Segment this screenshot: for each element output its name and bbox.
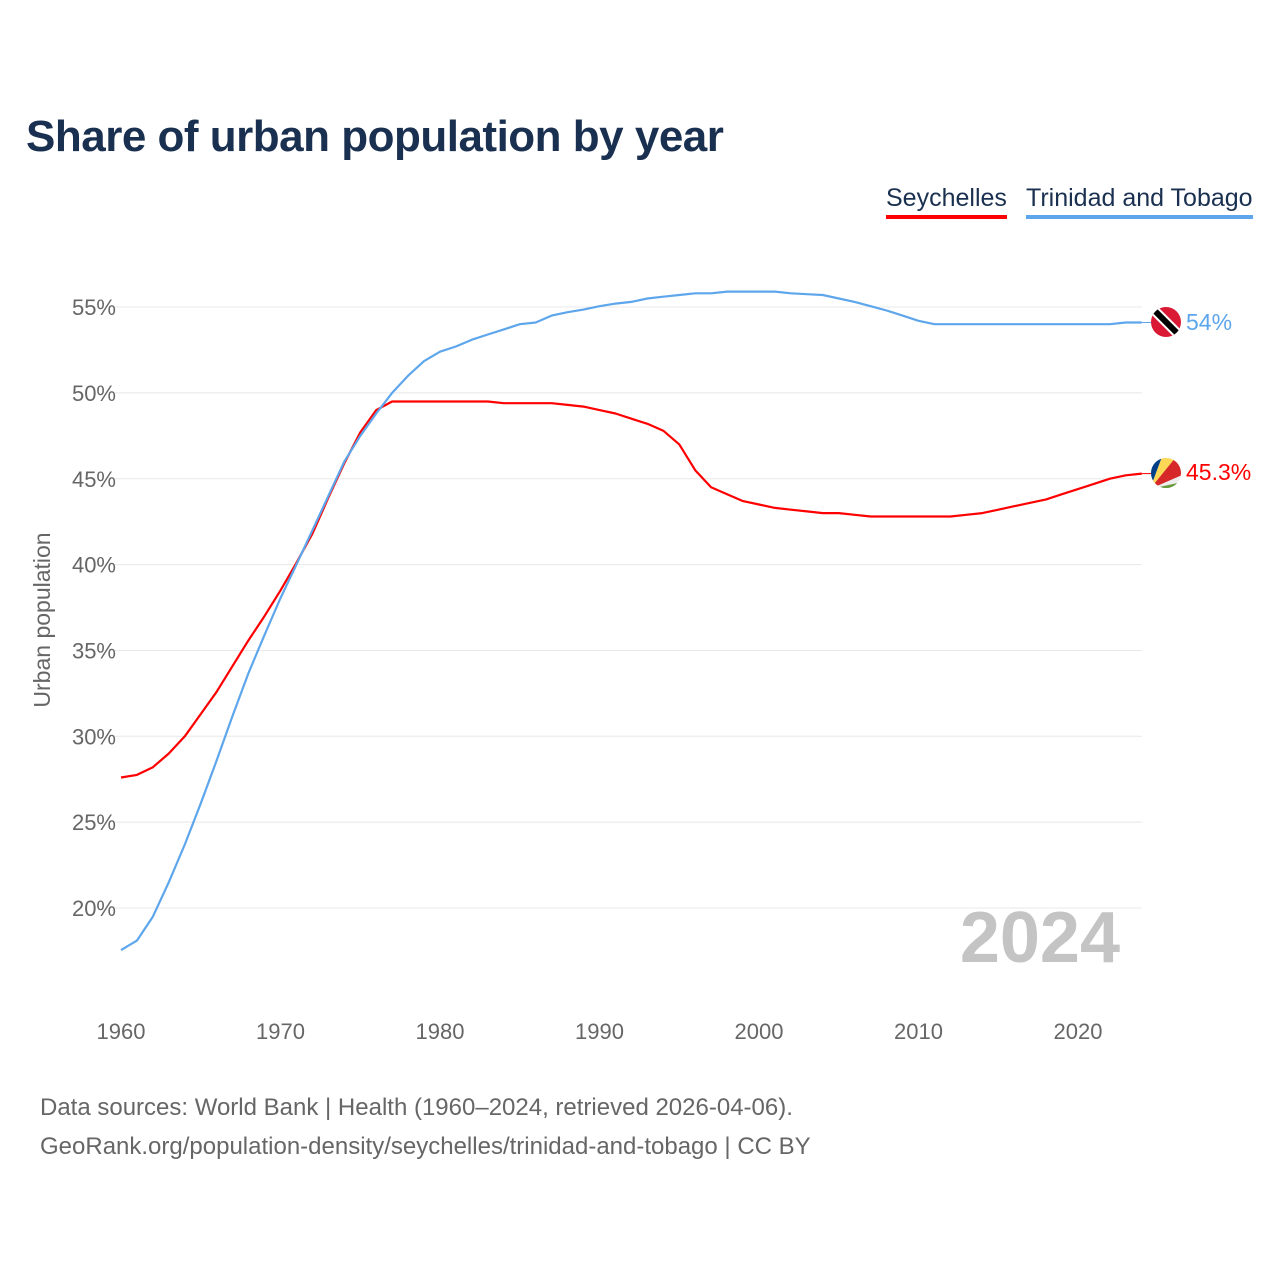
y-tick-label: 35% — [72, 638, 116, 663]
source-line-1: Data sources: World Bank | Health (1960–… — [40, 1094, 793, 1121]
x-tick-label: 1990 — [575, 1019, 624, 1044]
end-label-seychelles: 45.3% — [1186, 459, 1251, 485]
x-tick-label: 2000 — [735, 1019, 784, 1044]
legend-seychelles[interactable]: Seychelles — [886, 184, 1007, 219]
x-tick-label: 2010 — [894, 1019, 943, 1044]
y-tick-label: 40% — [72, 553, 116, 578]
y-tick-label: 25% — [72, 810, 116, 835]
legend-trinidad-and-tobago[interactable]: Trinidad and Tobago — [1026, 184, 1253, 219]
x-tick-label: 2020 — [1054, 1019, 1103, 1044]
y-tick-label: 50% — [72, 381, 116, 406]
y-tick-label: 45% — [72, 467, 116, 492]
seychelles-flag-icon — [1151, 458, 1181, 488]
end-label-trinidad: 54% — [1186, 309, 1232, 335]
year-watermark: 2024 — [960, 898, 1120, 978]
x-tick-label: 1980 — [416, 1019, 465, 1044]
y-tick-label: 20% — [72, 896, 116, 921]
trinidad-flag-icon — [1151, 307, 1181, 337]
series-line-seychelles[interactable] — [120, 400, 1142, 779]
y-tick-label: 55% — [72, 295, 116, 320]
source-note: Data sources: World Bank | Health (1960–… — [40, 1088, 811, 1166]
y-tick-label: 30% — [72, 724, 116, 749]
y-axis-label: Urban population — [29, 532, 55, 707]
x-tick-label: 1970 — [256, 1019, 305, 1044]
series-line-trinidad-and-tobago[interactable] — [120, 290, 1142, 952]
x-tick-label: 1960 — [97, 1019, 146, 1044]
source-line-2[interactable]: GeoRank.org/population-density/seychelle… — [40, 1133, 811, 1160]
chart-title: Share of urban population by year — [26, 112, 724, 161]
